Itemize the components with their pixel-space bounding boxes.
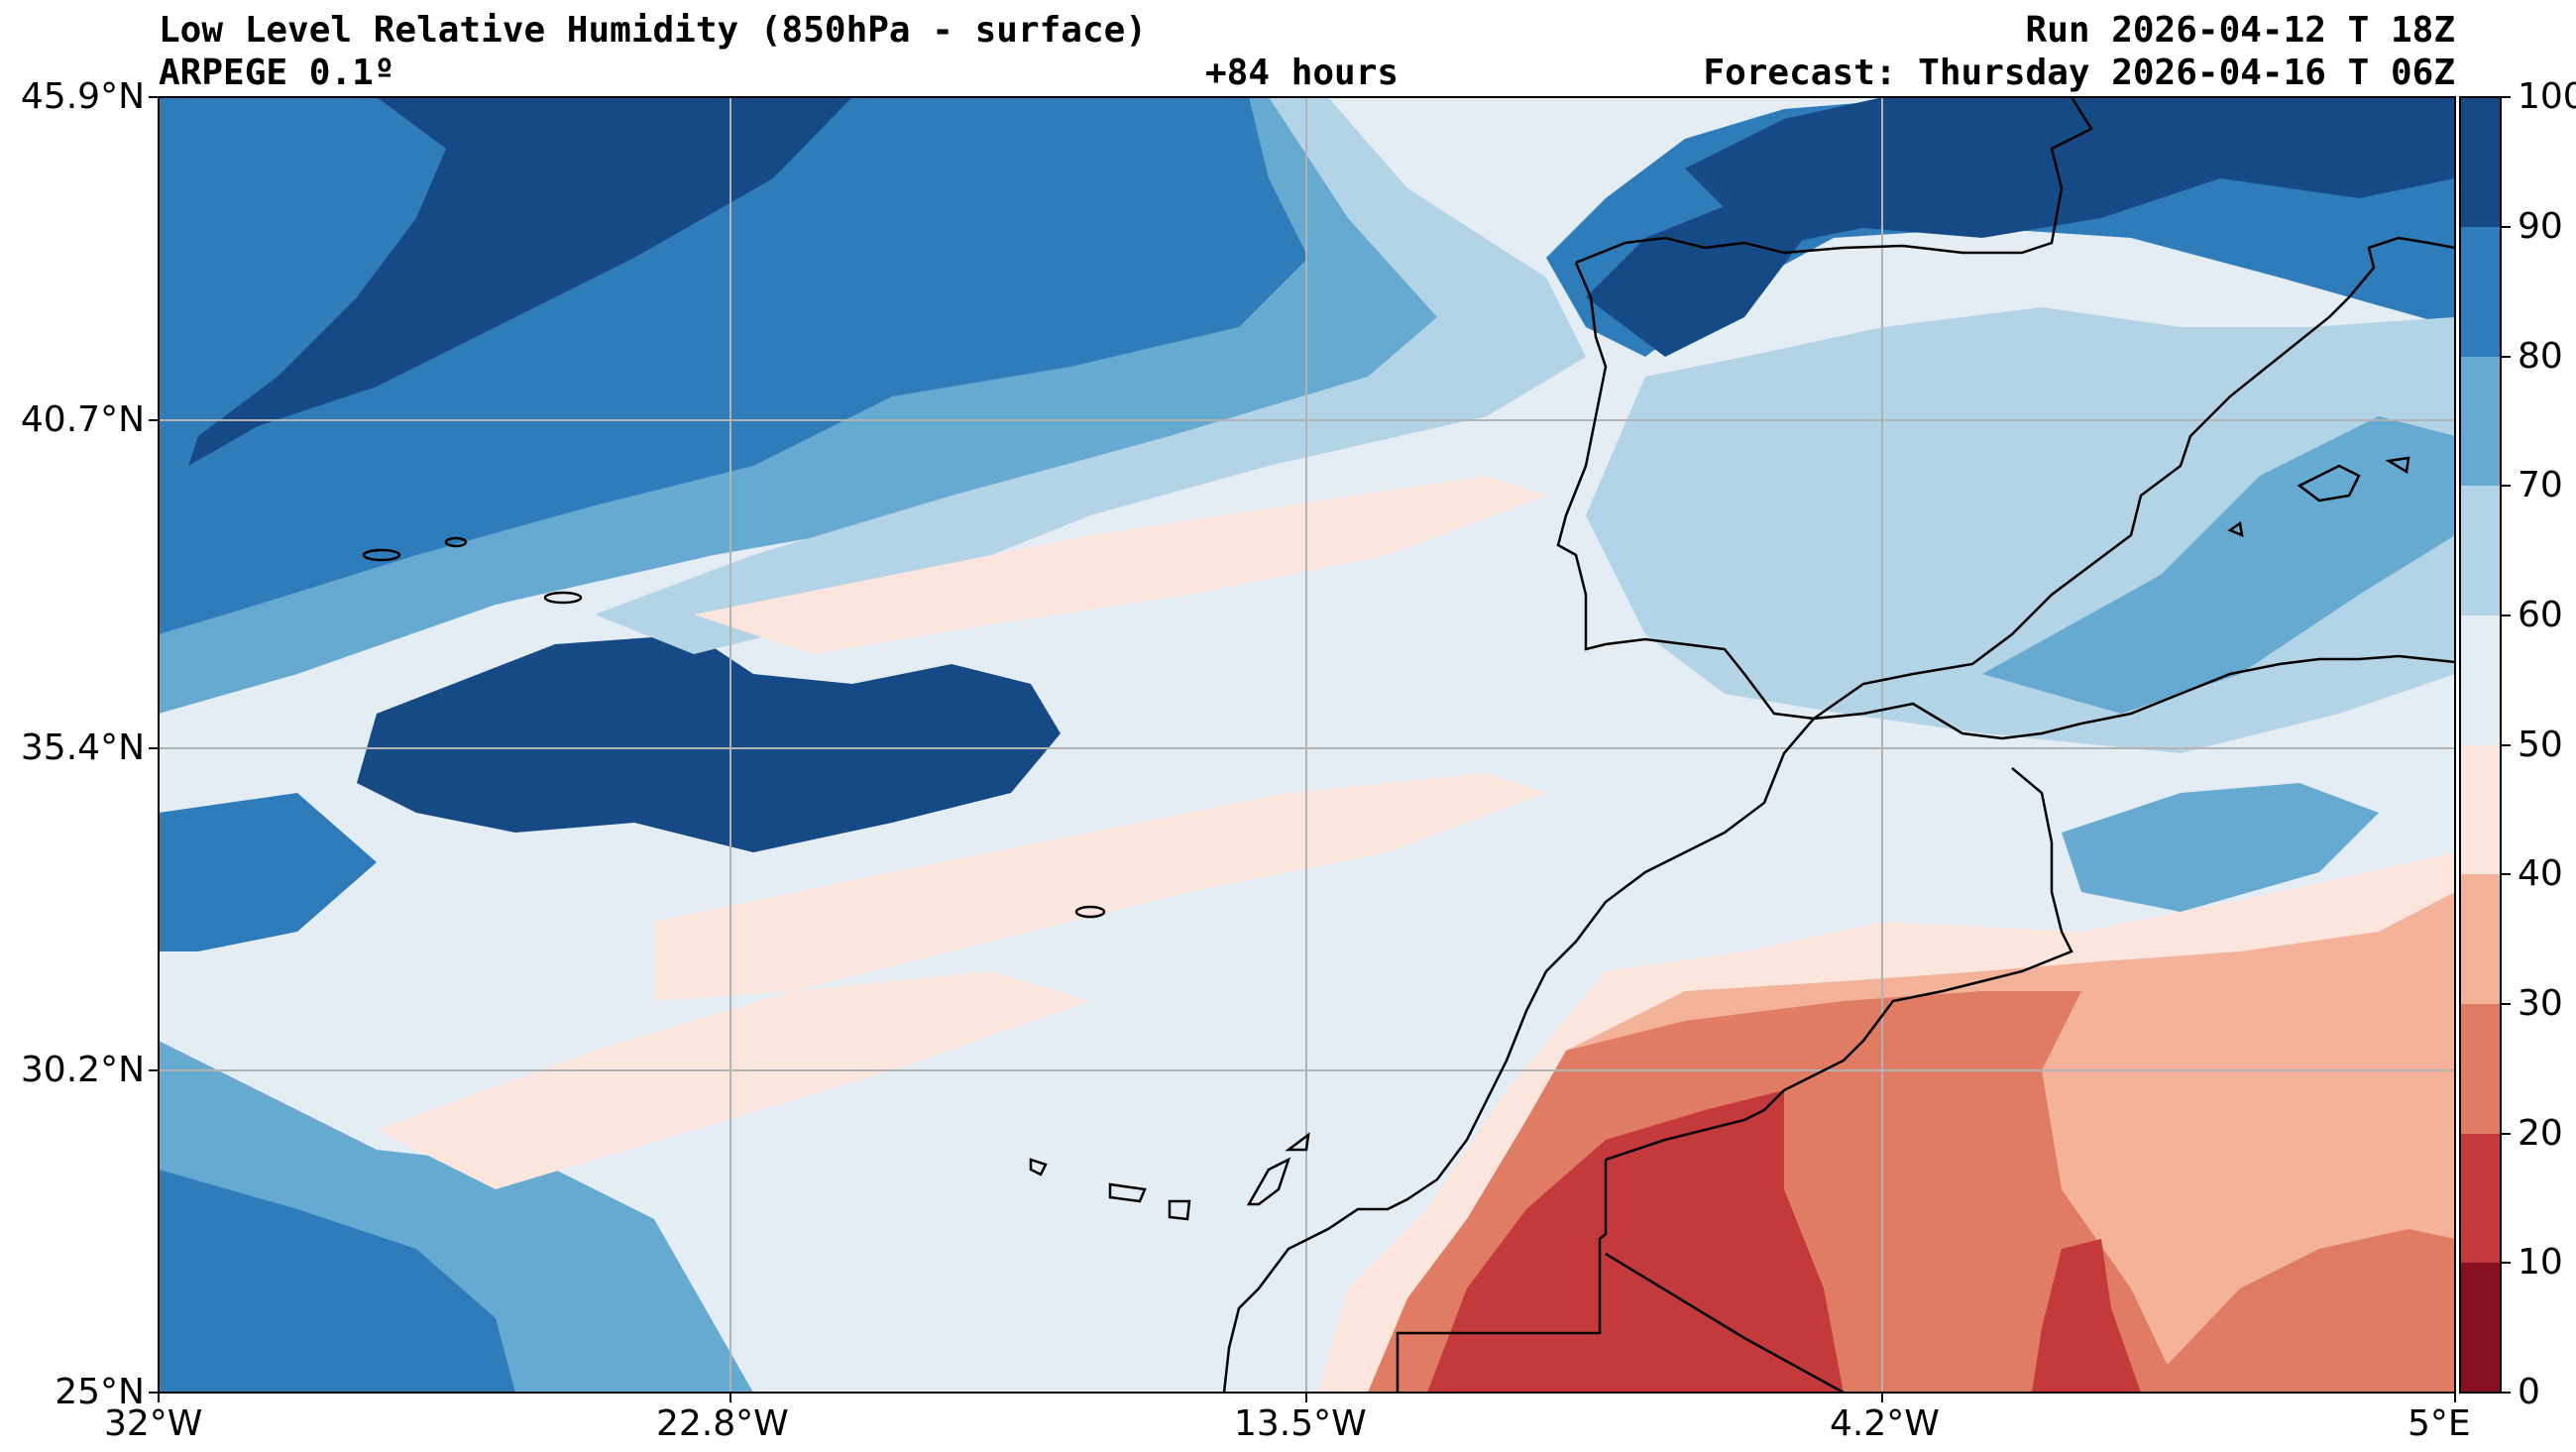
island-azores-1: [362, 548, 401, 562]
lon-label-4-2w: 4.2°W: [1830, 1403, 1940, 1444]
island-ibiza: [2227, 520, 2244, 538]
lat-label-25n: 25°N: [55, 1372, 145, 1412]
colorbar-label-50: 50: [2518, 725, 2563, 765]
colorbar-label-70: 70: [2518, 465, 2563, 505]
forecast-label: Forecast: Thursday 2026-04-16 T 06Z: [1703, 53, 2455, 93]
coastline-algeria: [1813, 654, 2455, 740]
border-western-sahara: [1396, 1160, 1608, 1393]
humidity-band-60-70-ribbon: [595, 97, 1586, 654]
colorbar-swatch-50-60: [2460, 615, 2501, 745]
colorbar-swatch-30-40: [2460, 874, 2501, 1004]
colorbar-swatch-10-20: [2460, 1134, 2501, 1263]
humidity-band-90-100-northwest: [188, 97, 852, 466]
humidity-band-70-80-iberia-east: [1982, 416, 2455, 714]
colorbar-swatch-20-30: [2460, 1004, 2501, 1134]
island-gran-canaria: [1168, 1199, 1191, 1221]
humidity-band-90-100-midatlantic: [357, 634, 1061, 852]
island-tenerife: [1108, 1182, 1147, 1203]
axis-ticks: [149, 96, 2456, 1402]
colorbar-swatch-0-10: [2460, 1263, 2501, 1393]
island-la-palma: [1029, 1158, 1048, 1176]
colorbar-label-100: 100: [2518, 76, 2576, 117]
colorbar-label-0: 0: [2518, 1372, 2540, 1412]
coastline-spain-mediterranean: [1813, 236, 2455, 721]
colorbar-label-20: 20: [2518, 1113, 2563, 1154]
island-azores-3: [543, 591, 583, 605]
gridlines: [159, 97, 2455, 1393]
run-label: Run 2026-04-12 T 18Z: [2025, 10, 2455, 51]
lat-label-30-2n: 30.2°N: [20, 1050, 145, 1090]
humidity-band-90-100-biscay: [1586, 198, 1804, 357]
island-fuerteventura: [1246, 1157, 1291, 1206]
colorbar-swatch-80-90: [2460, 227, 2501, 357]
humidity-band-40-50-ribbon-south: [654, 773, 1546, 1001]
humidity-band-10-20-algeria: [2032, 1239, 2141, 1393]
island-madeira: [1074, 905, 1106, 919]
lon-label-32w: 32°W: [104, 1403, 203, 1444]
colorbar-label-80: 80: [2518, 336, 2563, 377]
humidity-band-80-90-west: [159, 793, 377, 951]
lat-label-40-7n: 40.7°N: [20, 399, 145, 440]
coastlines: [362, 97, 2455, 1393]
island-lanzarote: [1285, 1132, 1310, 1152]
lead-time-label: +84 hours: [1205, 53, 1400, 93]
colorbar-label-40: 40: [2518, 853, 2563, 894]
humidity-band-90-100-france: [1685, 97, 2455, 248]
colorbar-swatch-60-70: [2460, 486, 2501, 615]
lon-label-13-5w: 13.5°W: [1234, 1403, 1367, 1444]
island-mallorca: [2296, 464, 2361, 503]
colorbar-swatch-90-100: [2460, 97, 2501, 227]
lon-label-22-8w: 22.8°W: [656, 1403, 789, 1444]
colorbar-swatch-40-50: [2460, 745, 2501, 874]
island-menorca: [2385, 456, 2410, 475]
humidity-band-40-50-ribbon-southwest: [377, 971, 1090, 1189]
colorbar-swatch-70-80: [2460, 357, 2501, 486]
colorbar-label-10: 10: [2518, 1242, 2563, 1283]
humidity-band-70-80-algeria: [2062, 783, 2379, 912]
island-azores-2: [444, 536, 468, 548]
border-mauritania-algeria: [1605, 1252, 1845, 1393]
coastline-iberia-atlantic: [1575, 97, 2093, 265]
humidity-band-80-90-southwest: [159, 1170, 515, 1393]
colorbar-label-60: 60: [2518, 595, 2563, 635]
humidity-band-40-50-ribbon-north: [694, 476, 1546, 654]
model-label: ARPEGE 0.1º: [159, 53, 395, 93]
humidity-band-10-20-africa: [1427, 1090, 1844, 1393]
lat-label-45-9n: 45.9°N: [20, 76, 145, 117]
coastline-north-africa: [1222, 718, 1815, 1393]
lon-label-5e: 5°E: [2408, 1403, 2471, 1444]
coastline-portugal: [1556, 262, 1815, 721]
colorbar-label-30: 30: [2518, 983, 2563, 1024]
humidity-band-20-30-africa-east: [2141, 1229, 2455, 1393]
colorbar-label-90: 90: [2518, 206, 2563, 247]
lat-label-35-4n: 35.4°N: [20, 727, 145, 768]
map-title: Low Level Relative Humidity (850hPa - su…: [159, 10, 1147, 51]
colorbar: [2459, 96, 2511, 1394]
border-morocco-algeria: [1605, 767, 2073, 1162]
